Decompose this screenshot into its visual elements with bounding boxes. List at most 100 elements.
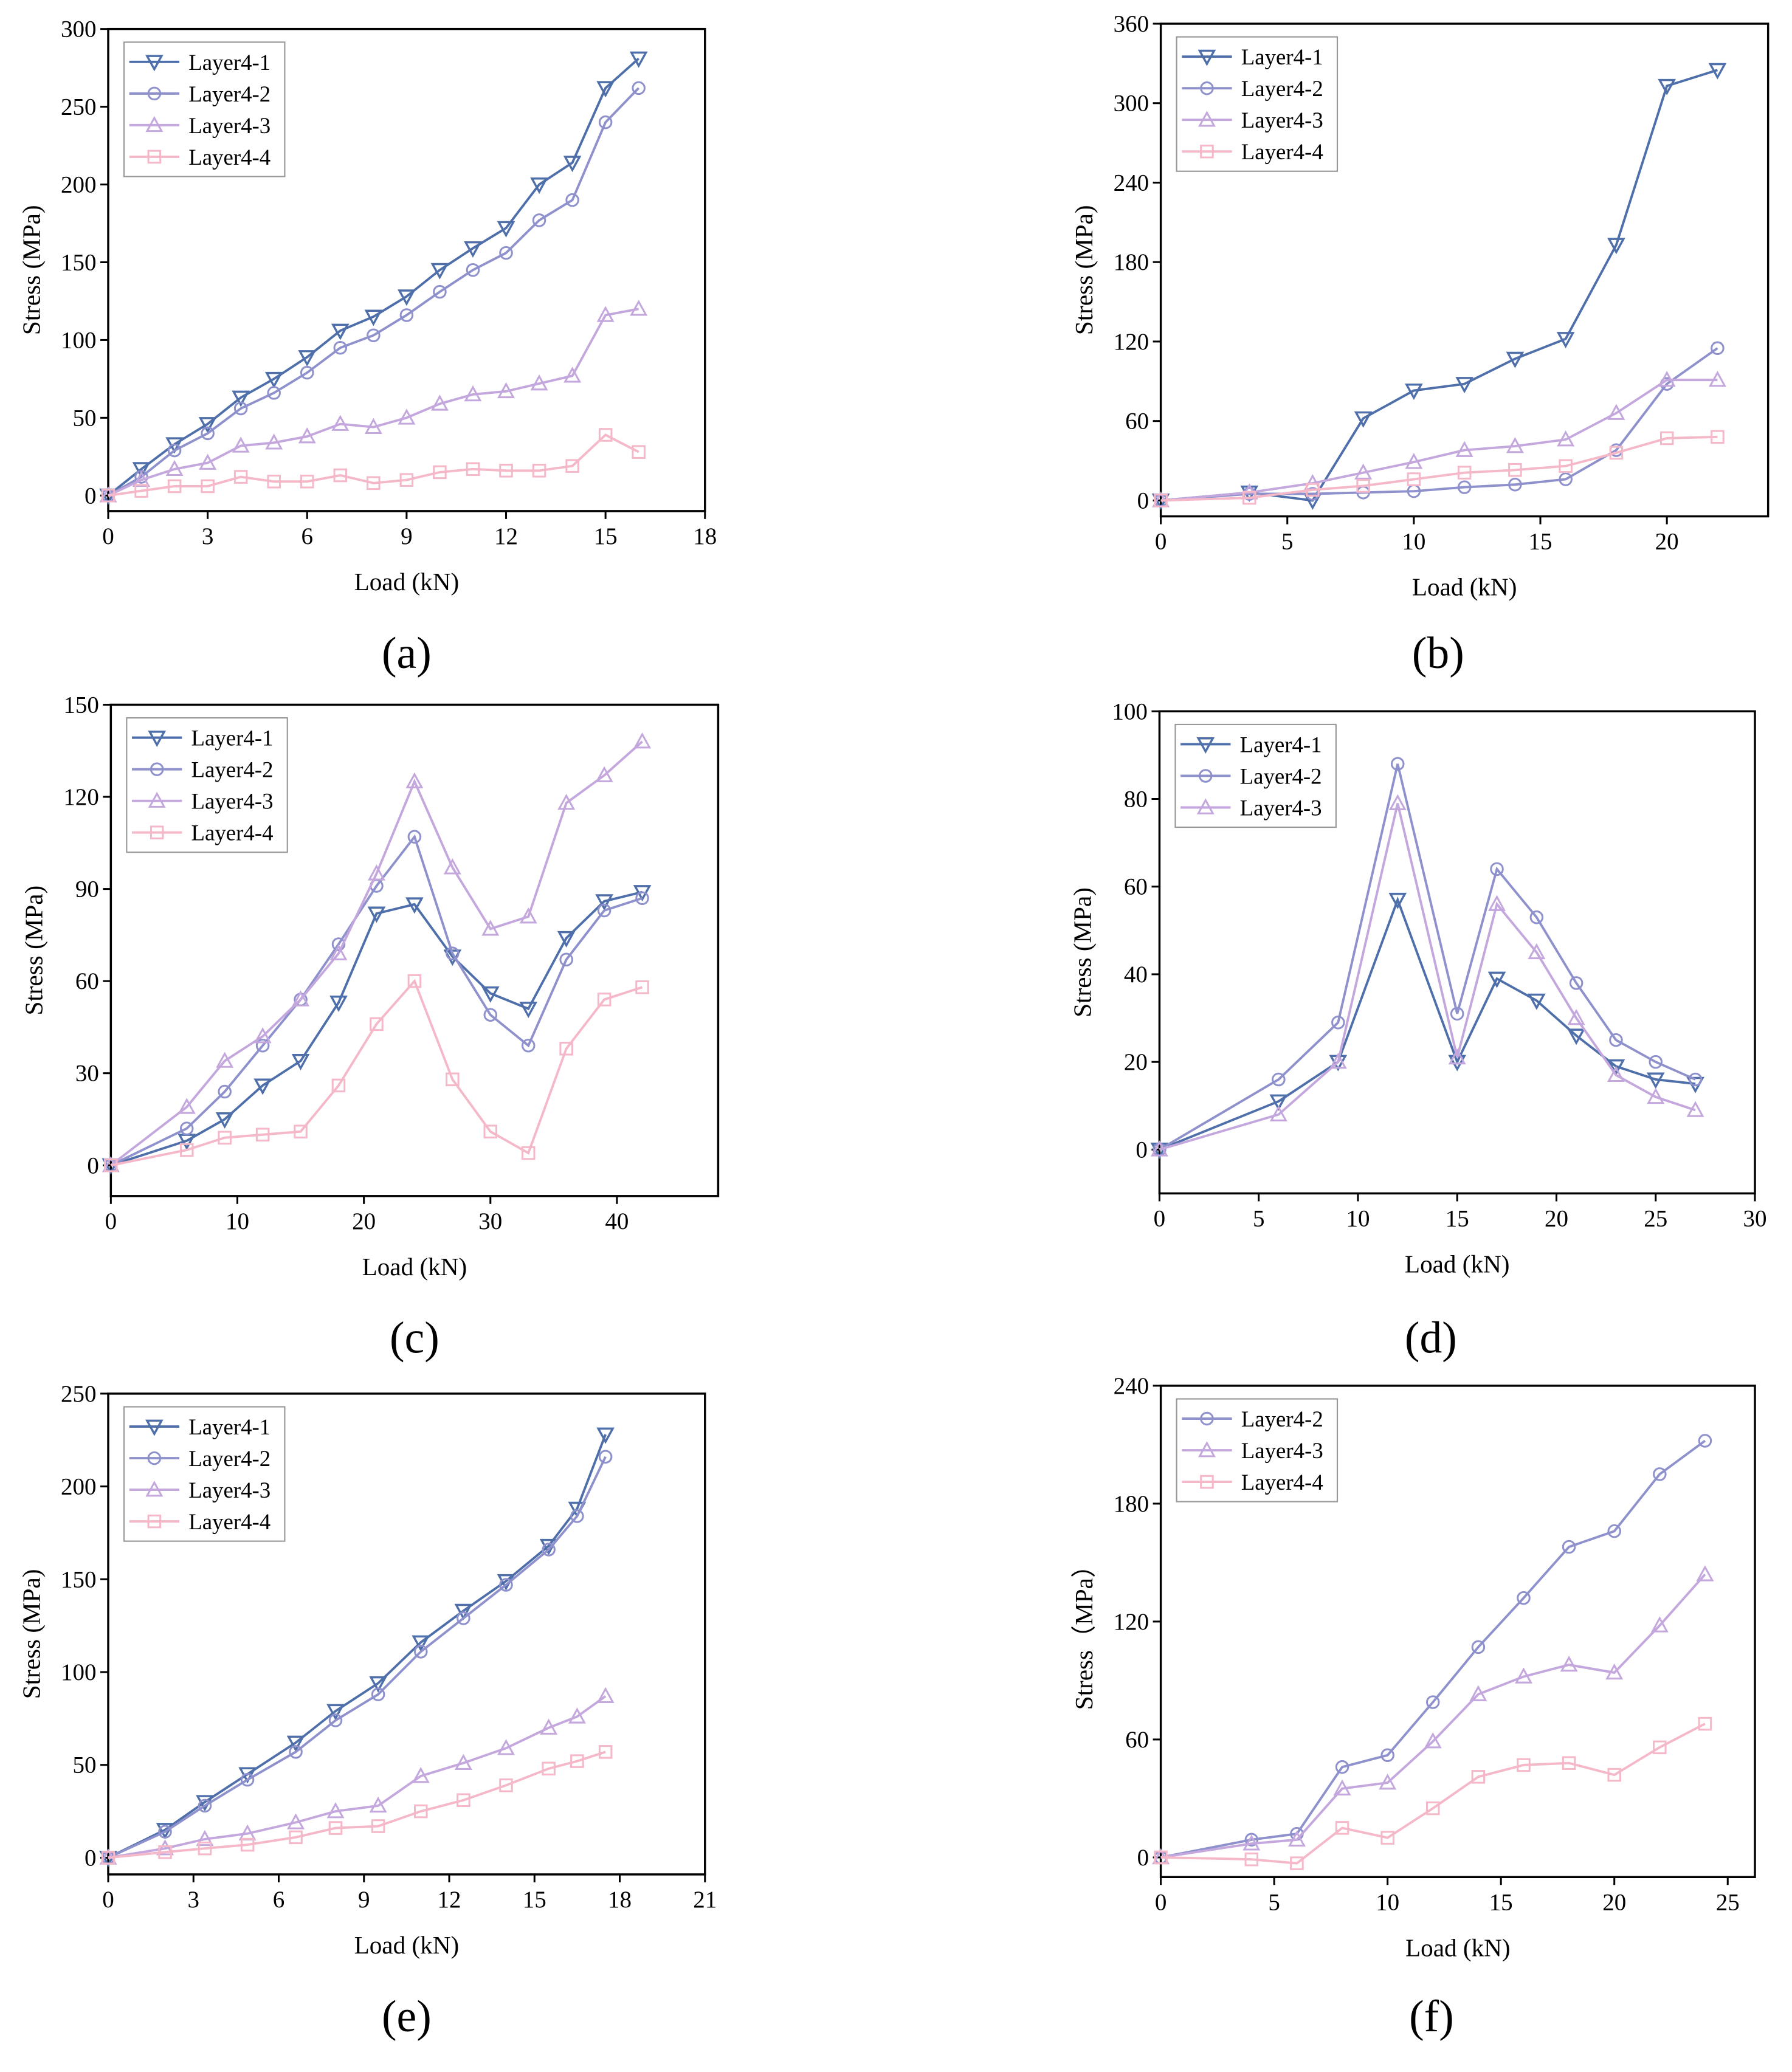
data-point xyxy=(499,246,513,260)
series-line xyxy=(110,740,643,1166)
data-point xyxy=(530,177,548,194)
x-axis-label: Load (kN) xyxy=(1405,1933,1511,1962)
legend-marker xyxy=(1200,1475,1214,1489)
data-point xyxy=(1515,1667,1532,1684)
data-point xyxy=(481,986,500,1003)
plot-frame xyxy=(1159,22,1770,518)
data-point xyxy=(328,1821,343,1835)
y-tick-label: 20 xyxy=(1124,1049,1148,1075)
data-point xyxy=(1331,1015,1345,1030)
series-line xyxy=(1160,1574,1706,1859)
series-line xyxy=(1160,435,1718,502)
y-axis-label: Stress (MPa) xyxy=(1069,887,1097,1017)
y-axis-label: Stress (MPa) xyxy=(17,205,46,335)
data-point xyxy=(233,401,248,416)
data-point xyxy=(1471,1640,1486,1654)
data-point xyxy=(1150,1140,1168,1157)
y-tick-label: 60 xyxy=(75,968,99,994)
data-point xyxy=(596,81,615,98)
data-point xyxy=(1471,1770,1486,1784)
data-point xyxy=(1457,480,1472,494)
data-point xyxy=(497,382,515,399)
data-point xyxy=(286,1735,305,1752)
legend-marker xyxy=(147,150,162,164)
panel-caption: (a) xyxy=(382,628,432,678)
data-point xyxy=(1405,384,1423,401)
data-point xyxy=(1380,1831,1394,1845)
legend-marker xyxy=(145,1419,164,1436)
legend-label: Layer4-2 xyxy=(1240,763,1322,788)
data-point xyxy=(1562,1540,1576,1554)
data-point xyxy=(542,1543,556,1557)
data-point xyxy=(1649,1055,1663,1069)
data-point xyxy=(433,284,447,299)
data-point xyxy=(133,470,151,487)
x-tick-label: 15 xyxy=(594,523,618,549)
legend-label: Layer4-2 xyxy=(188,81,271,106)
data-point xyxy=(1647,1087,1665,1104)
data-point xyxy=(199,453,217,470)
data-point xyxy=(629,51,648,68)
series-Layer4-4 xyxy=(101,428,646,503)
x-tick-label: 9 xyxy=(401,523,413,549)
y-tick-label: 80 xyxy=(1124,786,1148,813)
y-tick-label: 60 xyxy=(1124,874,1148,900)
data-point xyxy=(563,367,582,383)
data-point xyxy=(179,1143,194,1157)
data-point xyxy=(598,1450,613,1464)
y-axis-label: Stress (MPa) xyxy=(17,1569,46,1699)
series-Layer4-2 xyxy=(101,1450,613,1865)
data-point xyxy=(1646,1072,1665,1089)
data-point xyxy=(568,1707,586,1724)
data-point xyxy=(1287,1830,1306,1847)
legend-marker xyxy=(147,1514,162,1529)
data-point xyxy=(570,1754,584,1768)
data-point xyxy=(399,308,414,322)
series-Layer4-2 xyxy=(101,81,646,503)
series-Layer4-3 xyxy=(1150,794,1704,1157)
x-tick-label: 0 xyxy=(105,1208,117,1234)
data-point xyxy=(466,263,480,277)
data-point xyxy=(1517,1591,1531,1605)
data-point xyxy=(253,1078,272,1095)
legend-label: Layer4-2 xyxy=(188,1446,271,1471)
data-point xyxy=(367,476,381,490)
data-point xyxy=(101,1851,115,1865)
x-tick-label: 9 xyxy=(358,1887,370,1913)
chart-panel-e: 0 3 6 9 12 15 18 21 0 50 100 150 200 250 Load (kN) Stre… xyxy=(17,1381,717,2041)
data-point xyxy=(530,374,548,391)
data-point xyxy=(1388,794,1407,810)
data-point xyxy=(596,1687,615,1703)
data-point xyxy=(570,1509,584,1523)
data-point xyxy=(1390,757,1405,771)
legend: Layer4-1 Layer4-2 Layer4-3 Layer4-4 xyxy=(1176,36,1339,172)
x-tick-label: 10 xyxy=(1376,1889,1399,1915)
data-point xyxy=(1154,494,1168,508)
y-tick-label: 50 xyxy=(73,1752,97,1778)
series-line xyxy=(108,1695,607,1859)
x-tick-label: 18 xyxy=(608,1887,632,1913)
legend-label: Layer4-1 xyxy=(188,50,271,75)
series-Layer4-3 xyxy=(102,732,652,1172)
data-point xyxy=(481,920,500,936)
legend-marker xyxy=(1200,81,1214,95)
data-point xyxy=(1242,1834,1261,1851)
x-tick-label: 0 xyxy=(102,523,114,549)
data-point xyxy=(292,990,310,1007)
y-tick-label: 90 xyxy=(75,876,99,903)
x-tick-label: 0 xyxy=(1155,529,1167,555)
data-point xyxy=(1556,332,1575,349)
data-point xyxy=(289,1830,303,1845)
data-point xyxy=(371,1687,385,1701)
data-point xyxy=(326,1704,345,1721)
data-point xyxy=(300,365,314,380)
plot-frame xyxy=(109,703,720,1197)
data-point xyxy=(233,470,248,484)
data-point xyxy=(430,394,449,411)
series-line xyxy=(107,57,639,497)
data-point xyxy=(1469,1685,1487,1701)
data-point xyxy=(1653,1467,1667,1481)
data-point xyxy=(632,445,646,459)
data-point xyxy=(483,1008,498,1022)
legend-marker xyxy=(148,791,166,808)
